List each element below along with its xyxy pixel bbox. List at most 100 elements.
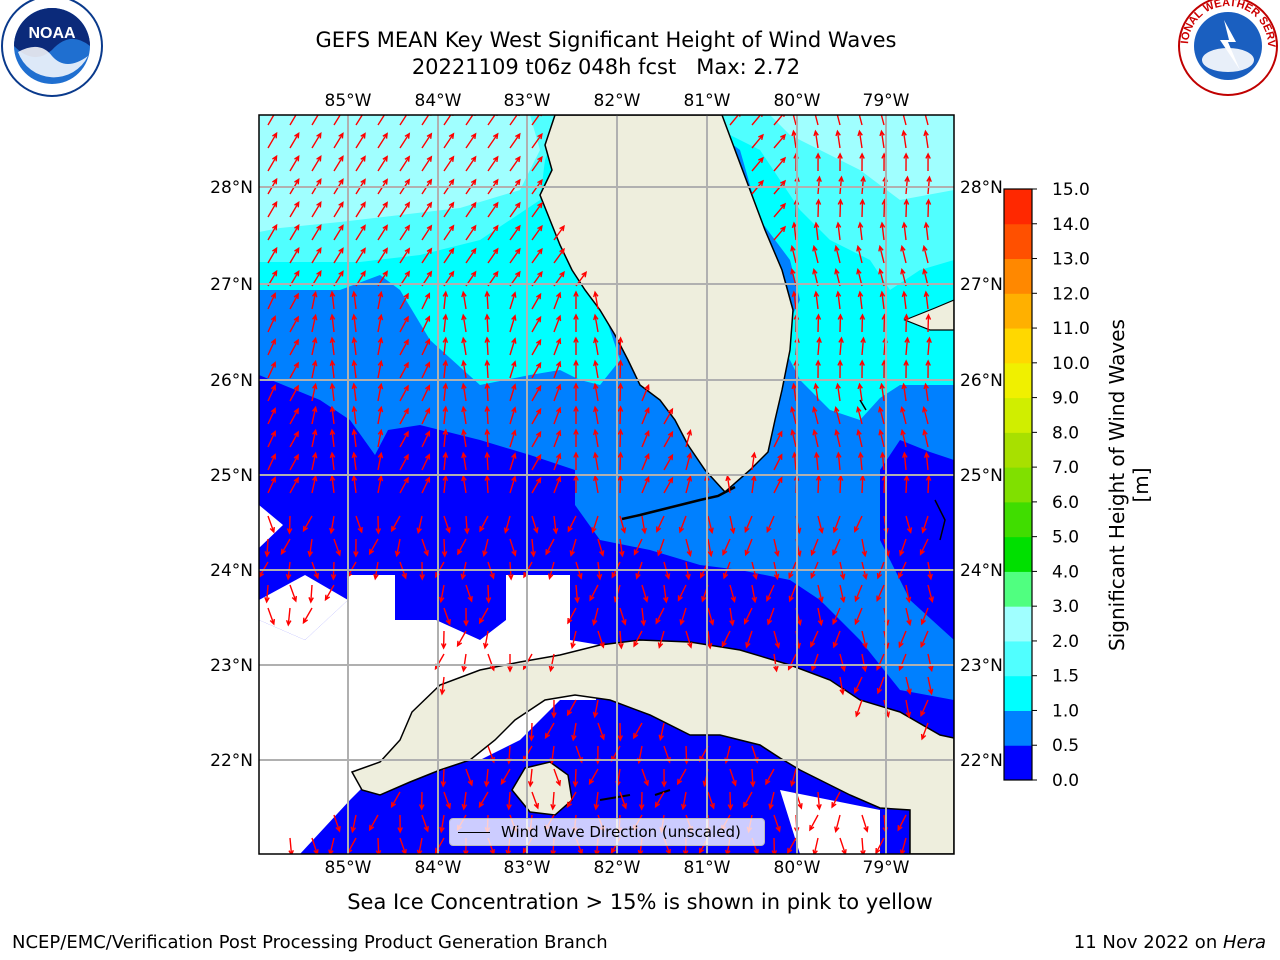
wind-arrow (707, 607, 715, 626)
wind-arrow (727, 791, 734, 811)
wind-arrow (443, 155, 455, 172)
wind-arrow (655, 607, 665, 625)
wind-arrow (573, 359, 579, 379)
wind-arrow (751, 474, 757, 494)
lon-label: 84°W (415, 91, 462, 111)
wind-arrow (898, 630, 907, 649)
wind-arrow (267, 476, 276, 494)
wind-arrow (592, 607, 599, 626)
wind-arrow (875, 837, 885, 854)
wind-arrow (329, 382, 336, 402)
wind-arrow (878, 244, 885, 264)
wind-arrow (442, 474, 449, 494)
wind-arrow (531, 361, 542, 379)
nws-logo: NATIONAL WEATHER SERVICE (0, 0, 1278, 96)
wind-arrow (465, 247, 477, 264)
wind-arrow (487, 201, 499, 218)
wind-arrow (788, 584, 797, 603)
colorbar-tick-label: 10.0 (1052, 354, 1090, 374)
wind-arrow (685, 538, 693, 557)
wind-arrow (399, 430, 409, 448)
wind-arrow (835, 451, 842, 471)
wind-arrow (573, 405, 579, 425)
wind-arrow (377, 201, 388, 218)
wind-arrow (903, 313, 910, 333)
wind-arrow (597, 722, 605, 741)
wind-arrow (509, 538, 517, 557)
lat-label: 28°N (210, 178, 253, 198)
wind-arrow (592, 699, 599, 719)
wind-arrow (787, 837, 797, 854)
colorbar-segment (1004, 710, 1032, 746)
wind-arrow (593, 428, 599, 448)
wind-arrow (286, 515, 293, 535)
wind-arrow (839, 837, 847, 854)
wind-arrow (860, 336, 866, 356)
wind-arrow (790, 768, 797, 787)
wind-arrow (617, 451, 624, 471)
colorbar-tick-label: 15.0 (1052, 180, 1090, 200)
wind-arrow (333, 201, 344, 218)
wind-arrow (925, 152, 931, 172)
wind-arrow (815, 152, 821, 172)
wind-arrow (531, 201, 543, 218)
wind-arrow (355, 515, 363, 534)
wind-arrow (377, 336, 384, 356)
wind-arrow (350, 814, 357, 834)
wind-arrow (792, 115, 797, 126)
wind-arrow (267, 315, 276, 333)
wind-arrow (593, 336, 599, 356)
wind-arrow (638, 791, 645, 811)
wind-arrow (816, 336, 822, 356)
wind-arrow (904, 336, 910, 356)
wind-arrow (837, 313, 844, 333)
wind-arrow (744, 538, 753, 557)
map-subtitle: 20221109 t06z 048h fcst Max: 2.72 (411, 55, 801, 79)
wind-arrow (531, 407, 542, 425)
lon-label: 79°W (863, 91, 910, 111)
wind-arrow (834, 405, 841, 425)
wind-arrow (654, 791, 665, 809)
wind-arrow (351, 359, 358, 379)
wind-arrow (685, 452, 693, 471)
wind-arrow (377, 247, 388, 264)
wind-arrow (817, 607, 824, 627)
wind-arrow (834, 244, 841, 264)
wind-arrow (289, 407, 299, 425)
wind-arrow (394, 538, 401, 558)
wind-arrow (832, 607, 841, 626)
wind-arrow (267, 292, 276, 310)
wind-arrow (920, 630, 929, 649)
wind-arrow (817, 515, 824, 535)
wind-arrow (879, 451, 886, 471)
wind-arrow (773, 225, 787, 241)
wind-arrow (416, 515, 423, 535)
wind-arrow (553, 360, 562, 379)
lon-label: 82°W (594, 858, 641, 878)
wind-arrow (442, 290, 449, 310)
wind-arrow (377, 115, 388, 126)
wind-arrow (900, 405, 907, 425)
wind-arrow (484, 336, 491, 356)
band-20-30 (259, 115, 540, 232)
wind-arrow (329, 313, 336, 333)
wind-arrow (397, 814, 403, 834)
wind-arrow (725, 474, 731, 494)
wind-arrow (333, 538, 341, 557)
wind-arrow (399, 338, 409, 356)
wind-arrow (878, 405, 885, 425)
wind-arrow (905, 515, 913, 534)
wind-arrow (879, 290, 886, 310)
wind-arrow (443, 607, 451, 626)
wind-arrow (311, 837, 319, 854)
wind-arrow (439, 676, 446, 696)
map-area (259, 115, 954, 854)
wind-arrow (461, 313, 467, 333)
wind-arrow (685, 429, 693, 448)
wind-arrow (835, 129, 841, 149)
wind-arrow (641, 475, 650, 494)
wind-arrow (836, 115, 841, 126)
wind-arrow (834, 814, 841, 834)
lat-label: 22°N (960, 751, 1003, 771)
colorbar-tick-label: 1.0 (1052, 701, 1079, 721)
